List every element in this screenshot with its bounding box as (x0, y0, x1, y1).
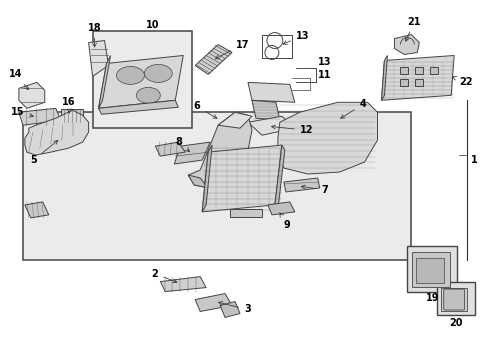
Bar (61, 109, 83, 123)
Text: 4: 4 (341, 99, 367, 118)
Text: 18: 18 (88, 23, 101, 47)
Polygon shape (174, 142, 210, 164)
Bar (93, 31, 192, 128)
Bar (262, 35, 292, 58)
Bar (416, 80, 423, 86)
Text: 19: 19 (425, 293, 439, 302)
FancyBboxPatch shape (444, 289, 465, 310)
Polygon shape (188, 112, 252, 188)
Polygon shape (275, 145, 285, 210)
Polygon shape (394, 35, 419, 54)
Bar (437, 282, 475, 315)
Text: 20: 20 (449, 319, 463, 328)
Polygon shape (98, 55, 111, 108)
Text: 3: 3 (219, 301, 251, 315)
Ellipse shape (117, 67, 145, 84)
Text: 15: 15 (11, 107, 33, 117)
Polygon shape (252, 100, 280, 120)
Bar (230, 209, 262, 217)
Polygon shape (160, 276, 206, 292)
Ellipse shape (136, 87, 160, 103)
Text: 6: 6 (194, 101, 217, 118)
Text: 22: 22 (453, 77, 473, 87)
Bar (416, 67, 423, 75)
Text: 5: 5 (30, 140, 58, 165)
Text: 2: 2 (151, 269, 177, 283)
Polygon shape (382, 55, 388, 100)
Polygon shape (248, 82, 295, 102)
Text: 11: 11 (318, 71, 331, 80)
Polygon shape (19, 82, 45, 108)
Polygon shape (195, 293, 232, 311)
Polygon shape (202, 145, 282, 212)
Text: 12: 12 (271, 125, 313, 135)
Polygon shape (25, 110, 89, 155)
Bar (407, 246, 457, 292)
Polygon shape (218, 112, 252, 128)
Bar (400, 67, 408, 75)
Polygon shape (248, 116, 295, 135)
Polygon shape (382, 55, 454, 100)
Polygon shape (155, 142, 185, 156)
Text: 21: 21 (406, 17, 421, 41)
Bar (430, 67, 438, 75)
Text: 13: 13 (318, 58, 331, 67)
Polygon shape (278, 102, 377, 174)
Polygon shape (98, 55, 183, 108)
Ellipse shape (145, 64, 172, 82)
Polygon shape (188, 175, 208, 188)
Polygon shape (25, 202, 49, 218)
Bar (416, 258, 444, 283)
Bar (441, 288, 467, 311)
Bar (23, 112, 412, 260)
Text: 9: 9 (280, 213, 291, 230)
Text: 14: 14 (9, 69, 28, 90)
Polygon shape (98, 100, 178, 114)
Text: 17: 17 (215, 40, 249, 59)
Text: 8: 8 (175, 137, 190, 152)
Text: 16: 16 (62, 97, 75, 113)
Polygon shape (268, 202, 295, 215)
Text: 1: 1 (471, 155, 478, 165)
Polygon shape (19, 108, 61, 125)
Bar (400, 80, 408, 86)
Bar (413, 252, 450, 287)
Polygon shape (195, 45, 232, 75)
Text: 10: 10 (146, 19, 159, 30)
Polygon shape (202, 145, 212, 212)
Polygon shape (220, 302, 240, 318)
Text: 7: 7 (301, 185, 328, 195)
Polygon shape (89, 41, 108, 76)
Polygon shape (284, 178, 319, 192)
Text: 13: 13 (283, 31, 309, 44)
